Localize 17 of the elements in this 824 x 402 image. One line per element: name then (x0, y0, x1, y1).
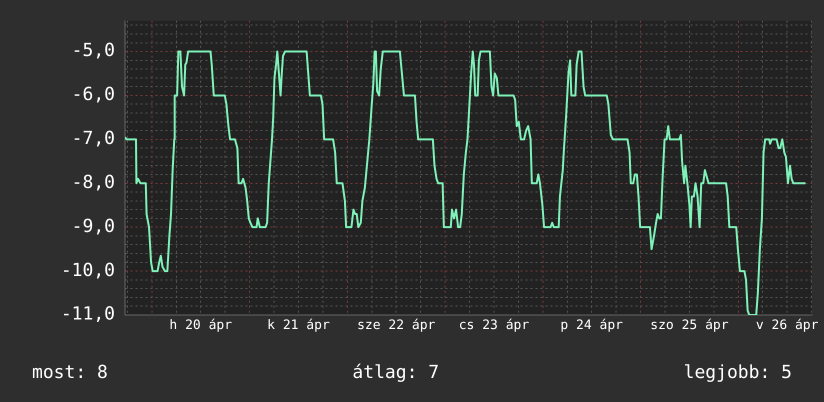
y-tick-label: -10,0 (60, 260, 115, 281)
x-tick-label: cs 23 ápr (458, 318, 530, 334)
x-tick-label: k 21 ápr (267, 318, 330, 334)
y-tick-label: -5,0 (72, 40, 115, 62)
y-tick-label: -6,0 (72, 84, 115, 106)
text: átlag: 7 (352, 362, 440, 383)
x-tick-label: p 24 ápr (560, 318, 624, 334)
x-tick-label: v 26 ápr (756, 318, 819, 334)
y-tick-label: -8,0 (72, 172, 115, 193)
x-tick-label: h 20 ápr (169, 318, 232, 334)
y-tick-label: -11,0 (60, 304, 115, 325)
x-tick-label: sze 22 ápr (357, 318, 436, 334)
y-tick-label: -7,0 (72, 128, 115, 150)
y-tick-label: -9,0 (72, 216, 115, 237)
x-tick-label: szo 25 ápr (650, 318, 729, 334)
text: most: 8 (32, 362, 108, 383)
text: legjobb: 5 (684, 362, 792, 383)
